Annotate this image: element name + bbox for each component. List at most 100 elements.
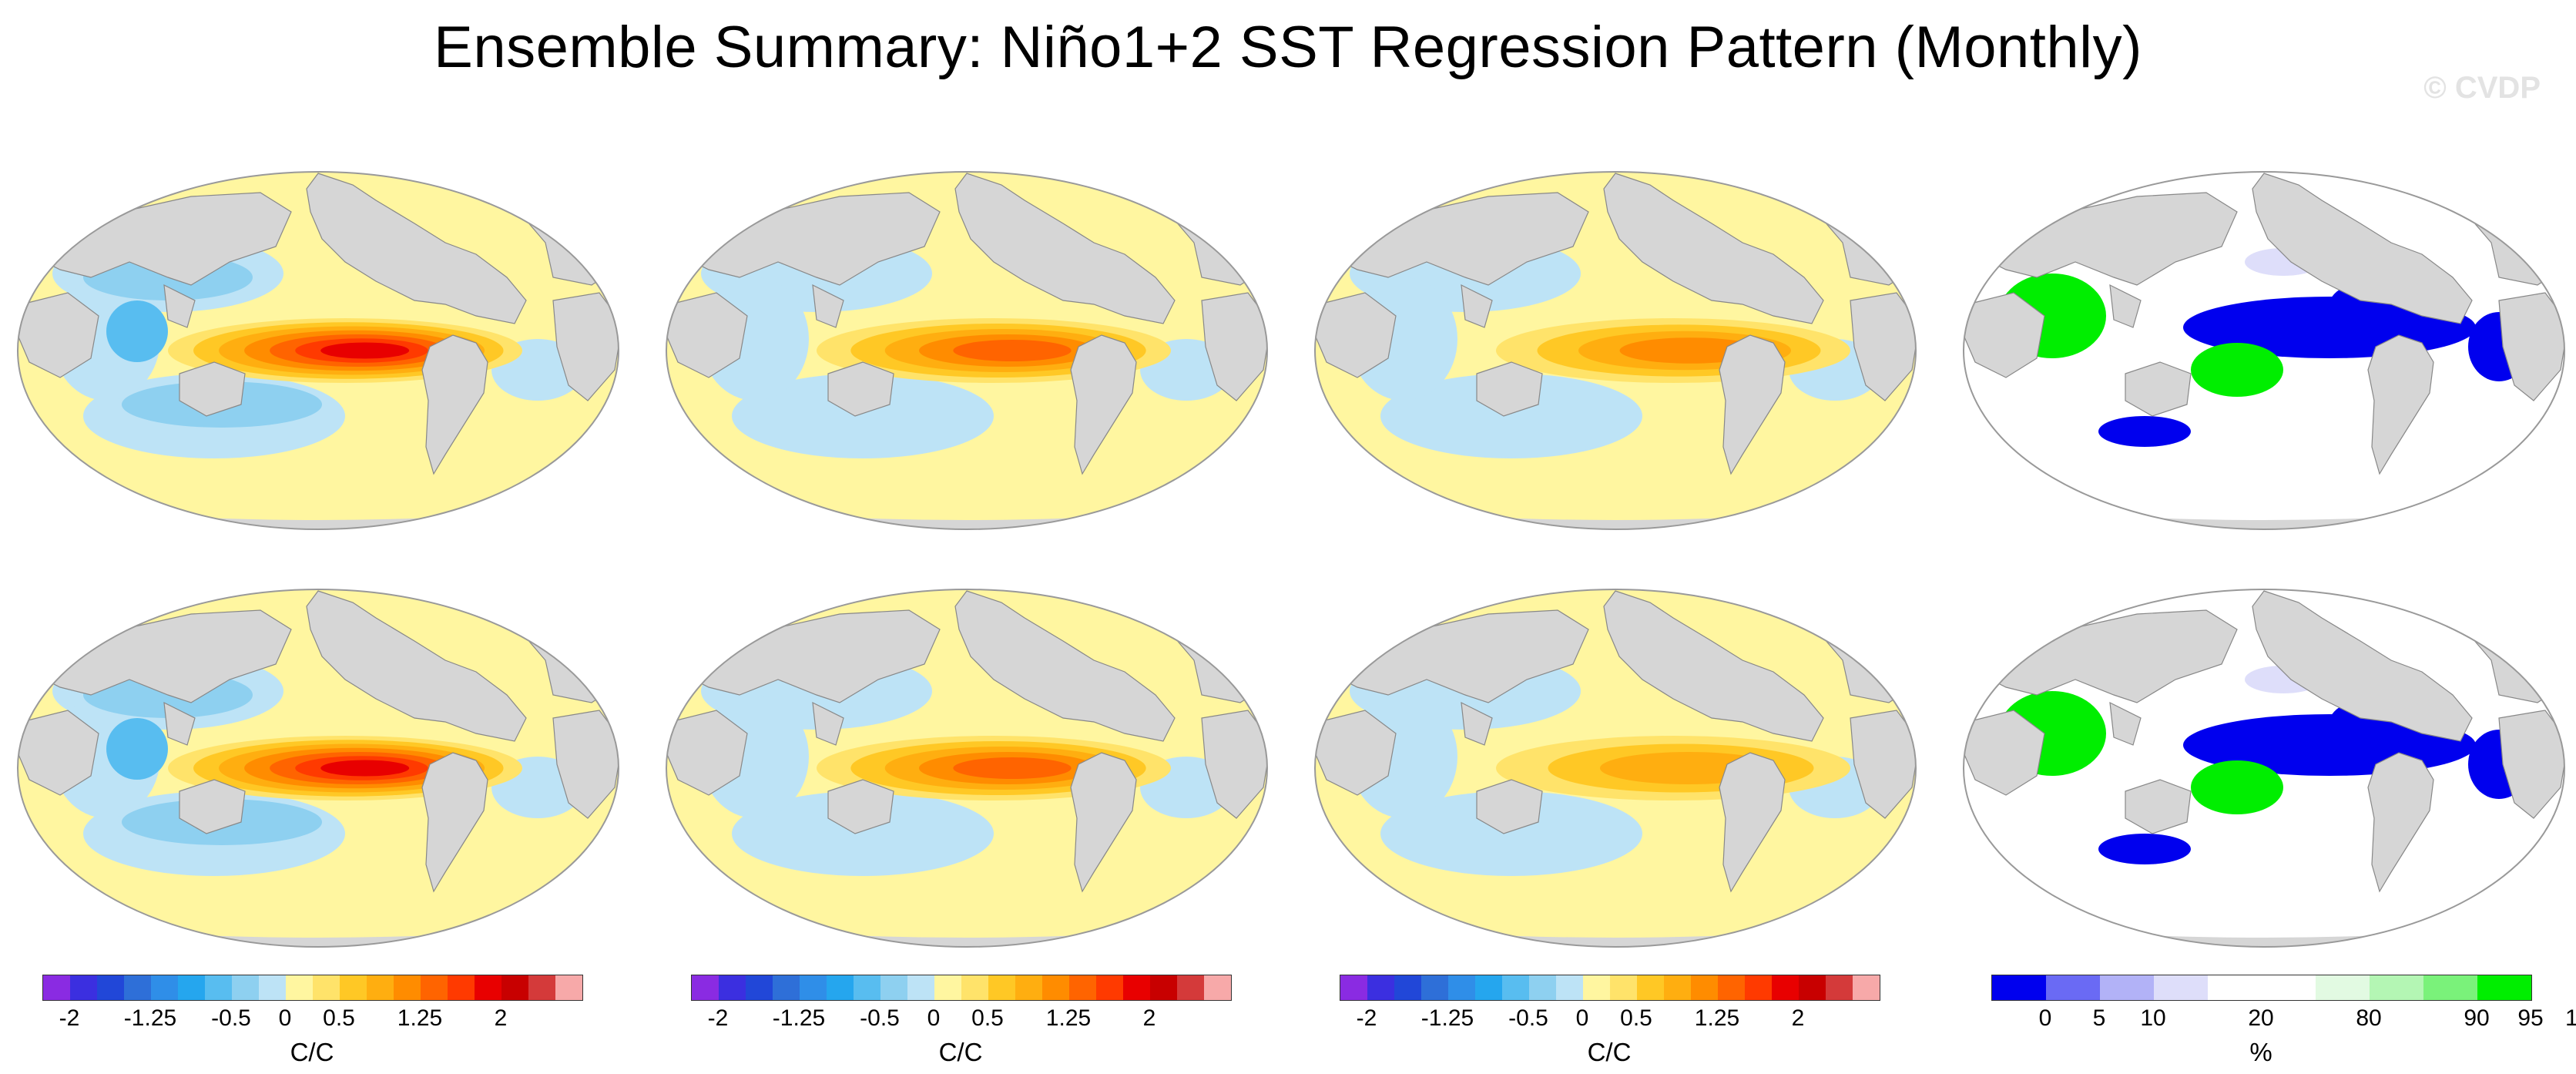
colorbar-tick-label: 1.25 — [397, 1005, 443, 1031]
land-south-america — [421, 334, 488, 475]
colorbar-swatch-9 — [934, 975, 961, 1000]
colorbar-swatch-5 — [2262, 975, 2316, 1000]
colorbar-swatch-19 — [1853, 975, 1880, 1000]
land-maritime — [812, 701, 844, 746]
colorbar-unit-label: C/C — [938, 1038, 983, 1066]
land-maritime — [163, 701, 196, 746]
colorbar-swatch-0 — [1340, 975, 1367, 1000]
land-australia — [1476, 779, 1543, 834]
land-australia — [2125, 779, 2192, 834]
colorbar-swatch-4 — [800, 975, 827, 1000]
colorbar-swatch-3 — [124, 975, 151, 1000]
colorbar-swatch-9 — [2477, 975, 2531, 1000]
land-north-america — [954, 173, 1176, 324]
colorbar-unit-label: C/C — [1587, 1038, 1632, 1066]
colorbar-swatch-16 — [1772, 975, 1799, 1000]
colorbar-swatch-2 — [97, 975, 124, 1000]
colorbar-swatch-4 — [2208, 975, 2262, 1000]
cool-band-south — [1380, 791, 1642, 876]
colorbar-swatch-15 — [448, 975, 475, 1000]
land-south-america — [1070, 752, 1137, 893]
colorbar-swatch-7 — [2370, 975, 2423, 1000]
colorbar-tick-label: 100 — [2564, 1005, 2576, 1031]
map-outline — [1314, 171, 1917, 530]
colorbar-swatch-3 — [2154, 975, 2208, 1000]
map-projection — [666, 589, 1268, 948]
colorbar-swatch-13 — [394, 975, 421, 1000]
colorbar-swatch-3 — [1421, 975, 1448, 1000]
land-south-america — [1719, 334, 1786, 475]
land-south-america — [2367, 334, 2434, 475]
colorbar-swatch-1 — [719, 975, 746, 1000]
colorbar-swatch-5 — [178, 975, 205, 1000]
map-outline — [1963, 171, 2565, 530]
colorbar-tick-label: 1.25 — [1045, 1005, 1092, 1031]
map-projection — [1963, 171, 2565, 530]
colorbar-swatch-6 — [1502, 975, 1529, 1000]
colorbar-tick-label: 5 — [2092, 1005, 2106, 1031]
land-maritime — [812, 284, 844, 328]
warm-tongue-level-4 — [953, 757, 1072, 779]
colorbar-tick-label: -2 — [707, 1005, 729, 1031]
colorbar-swatch-19 — [555, 975, 582, 1000]
land-north-america — [1603, 173, 1824, 324]
land-australia — [827, 361, 894, 417]
colorbar-swatch-10 — [1610, 975, 1637, 1000]
land-africa — [18, 710, 99, 796]
land-maritime — [1461, 284, 1493, 328]
colorbar-swatch-9 — [1583, 975, 1610, 1000]
map-panel-r1-c3 — [1311, 131, 1935, 532]
colorbar-swatch-8 — [907, 975, 934, 1000]
colorbar-swatch-14 — [1069, 975, 1096, 1000]
land-south-america — [2367, 752, 2434, 893]
map-projection — [1314, 589, 1917, 948]
map-projection — [17, 171, 619, 530]
land-maritime — [2109, 701, 2142, 746]
colorbar-swatch-17 — [1799, 975, 1826, 1000]
colorbar-tick-label: -2 — [1356, 1005, 1377, 1031]
land-australia — [179, 361, 246, 417]
colorbar-swatch-11 — [988, 975, 1015, 1000]
warm-tongue-level-6 — [320, 760, 410, 777]
colorbar-swatch-18 — [1826, 975, 1853, 1000]
land-africa-east — [1201, 710, 1267, 819]
map-panel-r1-c4 — [1960, 131, 2576, 532]
colorbar-tick-label: -1.25 — [1420, 1005, 1474, 1031]
colorbar-tick-label: 0 — [927, 1005, 941, 1031]
map-panel-r2-c2 — [662, 549, 1286, 949]
land-africa — [1964, 710, 2045, 796]
colorbar-swatch-18 — [1177, 975, 1204, 1000]
colorbar-tick-label: 20 — [2248, 1005, 2274, 1031]
colorbar-swatch-0 — [692, 975, 719, 1000]
map-outline — [1314, 589, 1917, 948]
map-projection — [1314, 171, 1917, 530]
colorbar-swatch-14 — [421, 975, 448, 1000]
land-africa-east — [2498, 710, 2564, 819]
colorbar-cells — [1991, 975, 2532, 1001]
map-outline — [666, 171, 1268, 530]
land-africa-east — [552, 292, 619, 401]
colorbar-swatch-13 — [1042, 975, 1069, 1000]
colorbar-tick-label: 80 — [2356, 1005, 2382, 1031]
colorbar-swatch-17 — [501, 975, 528, 1000]
land-maritime — [2109, 284, 2142, 328]
colorbar-tick-label: 0 — [1575, 1005, 1589, 1031]
cool-core-west — [106, 300, 168, 362]
colorbar-swatch-12 — [367, 975, 394, 1000]
colorbar-tick-label: 0.5 — [971, 1005, 1004, 1031]
colorbar-swatch-6 — [205, 975, 232, 1000]
land-africa — [666, 292, 748, 378]
colorbar-tick-label: 0 — [278, 1005, 292, 1031]
colorbar-tick-label: 0.5 — [323, 1005, 355, 1031]
land-north-america — [954, 590, 1176, 742]
colorbar-tick-label: -0.5 — [211, 1005, 251, 1031]
colorbar-swatch-15 — [1745, 975, 1772, 1000]
colorbar-tick-label: -0.5 — [860, 1005, 900, 1031]
colorbar-unit-label: % — [2249, 1038, 2272, 1066]
land-africa-east — [552, 710, 619, 819]
map-panel-r1-c2 — [662, 131, 1286, 532]
map-projection — [666, 171, 1268, 530]
map-panel-r2-c4 — [1960, 549, 2576, 949]
colorbar-tick-label: -2 — [59, 1005, 80, 1031]
colorbar-swatch-7 — [880, 975, 907, 1000]
